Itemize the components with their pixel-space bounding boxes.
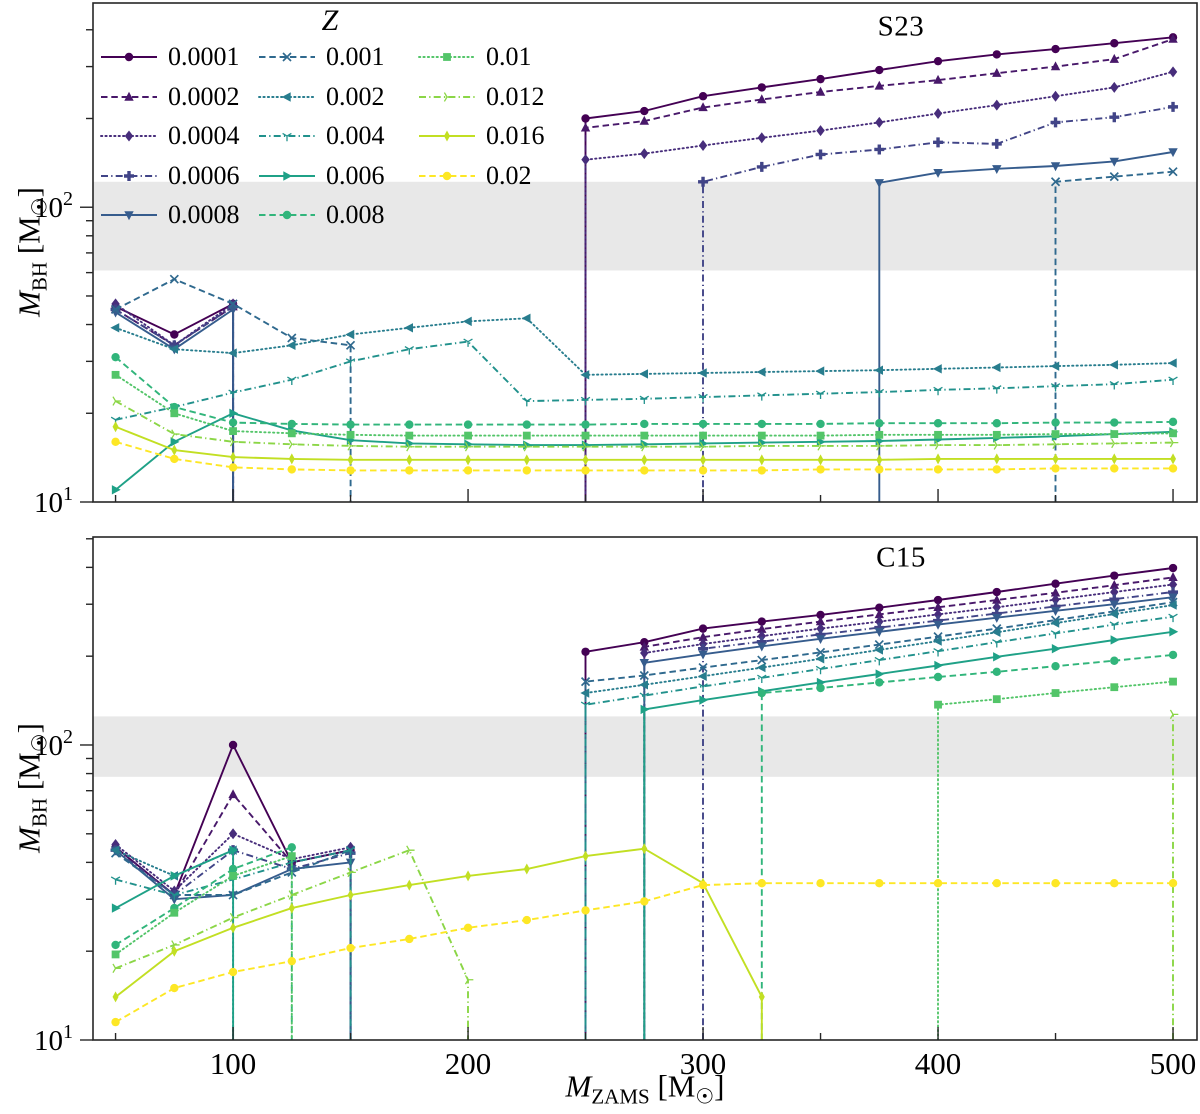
legend-item-0.0002: 0.0002 [100,81,240,111]
series-S23-0.02 [111,437,1178,475]
legend-label-0.02: 0.02 [486,160,532,190]
series-C15-0.012 [112,709,1179,1040]
x-tick-label-500: 500 [1150,1046,1197,1081]
legend-label-0.002: 0.002 [326,81,385,111]
legend-label-0.0006: 0.0006 [168,160,240,190]
legend-item-0.002: 0.002 [258,81,385,111]
series-C15-0.006 [111,627,1179,1040]
series-S23-0.004 [110,338,1178,426]
legend-label-0.01: 0.01 [486,42,532,71]
y-tick-label-S23-100: 102 [34,188,73,224]
legend: Z 0.0001 0.0002 0.0004 0.0006 0.0008 0.001 0.0… [0,0,570,240]
panel-tag-c15: C15 [876,541,926,574]
series-C15-0.02 [111,879,1178,1027]
y-tick-label-C15-10: 101 [34,1021,73,1057]
x-axis-label: MZAMS [M☉] [566,1068,725,1109]
legend-title: Z [321,4,339,37]
legend-item-0.012: 0.012 [418,81,545,111]
panel-S23 [93,33,1197,502]
x-axis-label-var: M [565,1068,592,1104]
legend-swatch-0.0004 [100,130,158,142]
legend-swatch-0.012 [419,91,475,102]
legend-label-0.008: 0.008 [326,200,385,229]
legend-swatch-0.006 [259,170,315,181]
y-axis-label-var-top: M [11,291,47,317]
legend-item-0.004: 0.004 [258,123,385,149]
legend-swatch-0.02 [419,171,475,180]
legend-label-0.0008: 0.0008 [168,200,240,229]
legend-item-0.0006: 0.0006 [100,160,240,190]
legend-label-0.0001: 0.0001 [168,42,240,71]
panel-tag-s23: S23 [877,10,925,43]
y-axis-label-var-bottom: M [11,827,47,853]
legend-item-0.0004: 0.0004 [100,123,240,149]
legend-item-0.0008: 0.0008 [100,202,240,228]
legend-item-0.0001: 0.0001 [100,44,240,70]
legend-swatch-0.002 [258,91,316,102]
legend-swatch-0.0006 [101,170,157,181]
series-S23-0.002 [110,313,1177,380]
series-C15-0.008 [111,650,1178,1040]
legend-swatch-0.0008 [101,211,157,221]
legend-item-0.01: 0.01 [418,44,532,70]
x-tick-label-200: 200 [445,1046,492,1081]
ticks-S23 [80,29,1174,503]
mass-gap-band-S23 [93,181,1197,271]
legend-swatch-0.01 [418,53,476,61]
ticks-C15 [80,538,1174,1041]
legend-item-0.008: 0.008 [258,202,385,228]
series-S23-0.016 [112,421,1177,466]
legend-swatch-0.0002 [101,91,157,101]
x-axis-unit: [M [649,1068,696,1104]
legend-swatch-0.001 [259,52,315,62]
legend-label-0.012: 0.012 [486,81,545,111]
legend-swatch-0.016 [419,130,475,142]
series-C15-0.016 [112,843,765,1040]
series-S23-0.012 [112,396,1179,452]
y-axis-label-sub-bottom: BH [27,797,52,828]
series-S23-0.01 [111,370,1177,440]
legend-label-0.006: 0.006 [326,160,385,190]
series-C15-0.01 [111,677,1177,1040]
y-tick-label-S23-10: 101 [34,483,73,519]
y-axis-unit-bottom: [M [11,752,47,798]
legend-label-0.0004: 0.0004 [168,121,240,150]
legend-label-0.001: 0.001 [326,42,385,71]
x-tick-label-400: 400 [915,1046,962,1081]
legend-label-0.0002: 0.0002 [168,81,240,111]
legend-item-0.016: 0.016 [418,123,545,149]
legend-swatch-0.0001 [101,52,157,62]
y-axis-unit-sun-bottom: ☉ [27,733,52,753]
y-axis-label-sub-top: BH [27,261,52,292]
legend-item-0.02: 0.02 [418,160,532,190]
series-S23-0.008 [111,352,1178,429]
y-axis-unit-close-bottom: ] [11,723,47,734]
x-axis-label-sub: ZAMS [591,1084,650,1109]
legend-label-0.004: 0.004 [326,121,385,150]
panel-frame-C15 [92,536,1198,1041]
y-axis-label-bottom: MBH [M☉] [11,723,52,853]
panel-C15 [93,563,1197,1040]
legend-item-0.001: 0.001 [258,44,385,70]
x-axis-unit-close: ] [714,1068,725,1104]
x-axis-unit-sun: ☉ [695,1084,715,1109]
series-S23-0.001 [110,167,1178,502]
y-tick-label-C15-100: 102 [34,726,73,762]
x-tick-label-300: 300 [680,1046,727,1081]
legend-item-0.006: 0.006 [258,160,385,190]
legend-swatch-0.008 [259,210,315,220]
x-tick-label-100: 100 [210,1046,257,1081]
legend-swatch-0.004 [259,132,315,142]
legend-label-0.016: 0.016 [486,121,545,150]
